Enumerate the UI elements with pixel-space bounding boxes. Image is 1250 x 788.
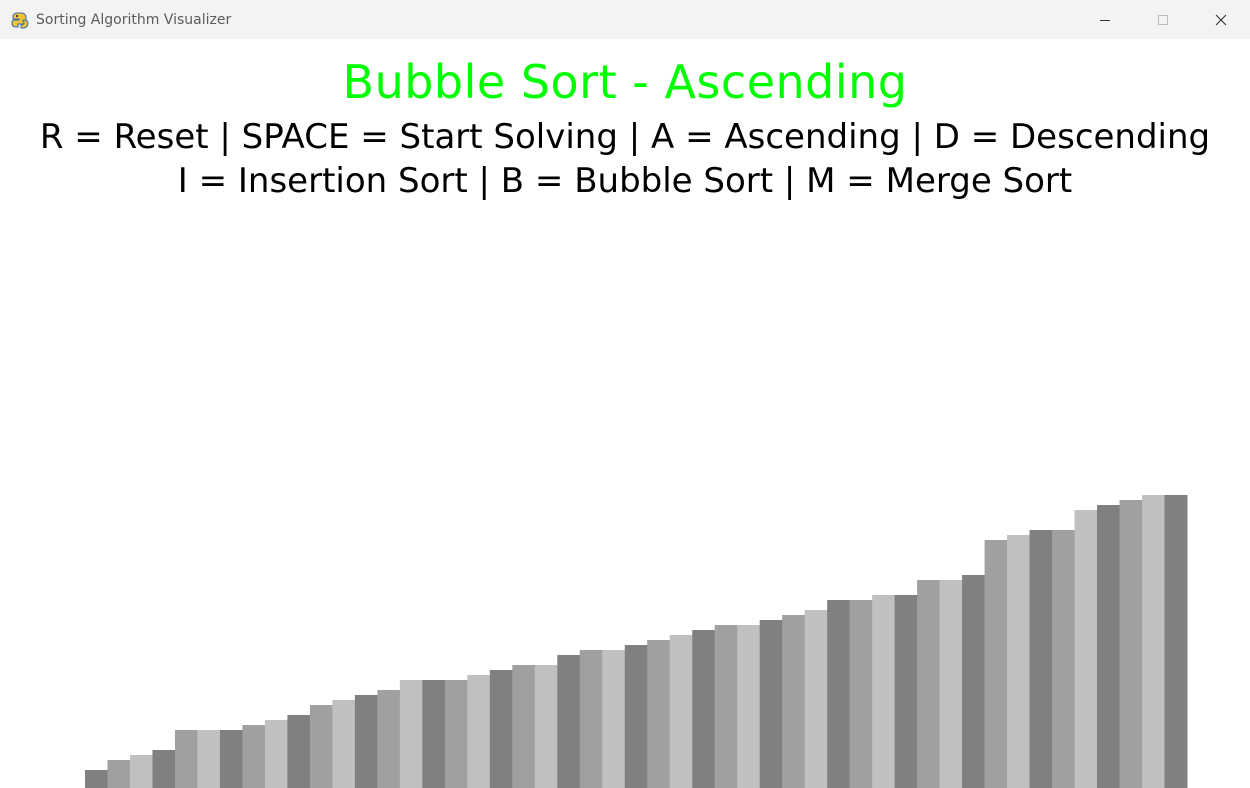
array-bar bbox=[309, 705, 333, 788]
array-bar bbox=[467, 675, 491, 788]
array-bar bbox=[579, 650, 603, 788]
array-bar bbox=[872, 595, 896, 788]
title-bar[interactable]: Sorting Algorithm Visualizer bbox=[0, 0, 1250, 39]
array-bar bbox=[242, 725, 266, 788]
array-bar bbox=[1142, 495, 1166, 788]
array-bar bbox=[129, 755, 153, 788]
array-bar bbox=[287, 715, 311, 788]
close-button[interactable] bbox=[1192, 0, 1250, 39]
window-controls bbox=[1076, 0, 1250, 39]
array-bar bbox=[1029, 530, 1053, 788]
pygame-snake-icon bbox=[11, 11, 29, 28]
array-bar bbox=[174, 730, 198, 788]
close-icon bbox=[1215, 14, 1227, 25]
visualizer-canvas[interactable]: Bubble Sort - Ascending R = Reset | SPAC… bbox=[0, 39, 1250, 788]
array-bar bbox=[377, 690, 401, 788]
window-title: Sorting Algorithm Visualizer bbox=[36, 11, 232, 28]
help-text-algorithms: I = Insertion Sort | B = Bubble Sort | M… bbox=[177, 161, 1073, 201]
array-bar bbox=[399, 680, 423, 788]
array-bar bbox=[602, 650, 626, 788]
array-bar bbox=[557, 655, 581, 788]
array-bar bbox=[332, 700, 356, 788]
array-bar bbox=[444, 680, 468, 788]
array-bar bbox=[197, 730, 221, 788]
array-bar bbox=[737, 625, 761, 788]
array-bar bbox=[1007, 535, 1031, 788]
maximize-button[interactable] bbox=[1134, 0, 1192, 39]
array-bar bbox=[489, 670, 513, 788]
array-bar bbox=[264, 720, 288, 788]
array-bar bbox=[1164, 495, 1188, 788]
array-bar bbox=[647, 640, 671, 788]
array-bar bbox=[804, 610, 828, 788]
array-bar bbox=[354, 695, 378, 788]
array-bar bbox=[624, 645, 648, 788]
array-bar bbox=[962, 575, 986, 788]
array-bar bbox=[692, 630, 716, 788]
array-bar bbox=[107, 760, 131, 788]
array-bar bbox=[1074, 510, 1098, 788]
array-bar bbox=[939, 580, 963, 788]
array-bar bbox=[1097, 505, 1121, 788]
array-bar bbox=[759, 620, 783, 788]
array-bar bbox=[782, 615, 806, 788]
algorithm-title: Bubble Sort - Ascending bbox=[342, 55, 908, 109]
array-bar bbox=[894, 595, 918, 788]
array-bar bbox=[849, 600, 873, 788]
array-bar bbox=[534, 665, 558, 788]
bar-chart bbox=[85, 495, 1188, 788]
array-bar bbox=[219, 730, 243, 788]
help-text-controls: R = Reset | SPACE = Start Solving | A = … bbox=[39, 117, 1211, 157]
array-bar bbox=[512, 665, 536, 788]
maximize-icon bbox=[1158, 14, 1168, 25]
array-bar bbox=[984, 540, 1008, 788]
array-bar bbox=[669, 635, 693, 788]
array-bar bbox=[1052, 530, 1076, 788]
array-bar bbox=[714, 625, 738, 788]
minimize-button[interactable] bbox=[1076, 0, 1134, 39]
array-bar bbox=[85, 770, 108, 788]
minimize-icon bbox=[1100, 19, 1110, 21]
array-bar bbox=[917, 580, 941, 788]
array-bar bbox=[422, 680, 446, 788]
array-bar bbox=[152, 750, 176, 788]
array-bar bbox=[1119, 500, 1143, 788]
array-bar bbox=[827, 600, 851, 788]
